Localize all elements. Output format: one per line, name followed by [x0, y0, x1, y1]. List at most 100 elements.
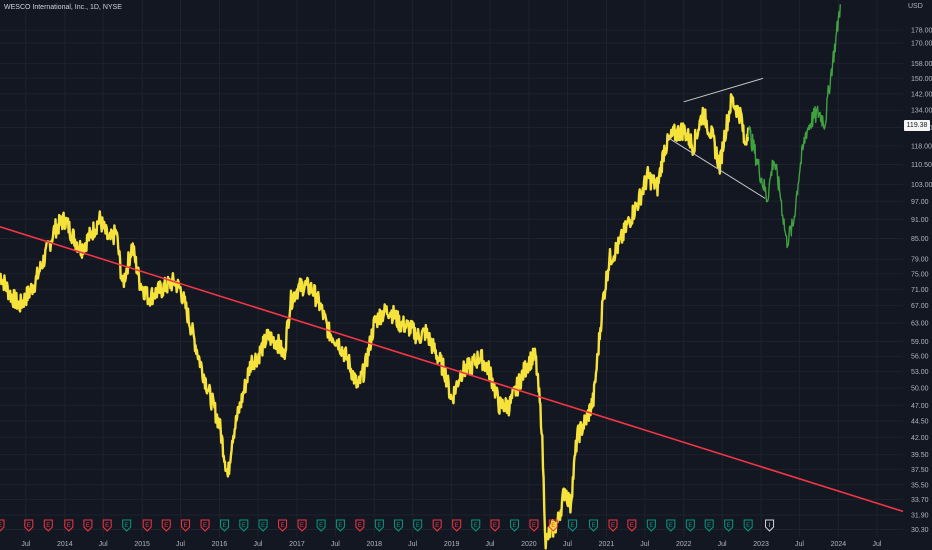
price-tick-label: 63.00	[911, 320, 929, 327]
price-tick-label: 178.00	[911, 28, 932, 35]
price-tick-label: 71.00	[911, 287, 929, 294]
time-tick-label: Jul	[408, 541, 417, 548]
earnings-marker-label: E	[727, 523, 731, 529]
earnings-marker-label: E	[493, 523, 497, 529]
earnings-marker[interactable]	[529, 519, 539, 532]
earnings-marker[interactable]	[627, 519, 637, 532]
earnings-marker[interactable]	[316, 519, 326, 532]
earnings-marker[interactable]	[297, 519, 307, 532]
earnings-marker[interactable]	[335, 519, 345, 532]
earnings-marker[interactable]	[181, 519, 191, 532]
earnings-marker-label: E	[707, 523, 711, 529]
price-tick-label: 50.00	[911, 386, 929, 393]
earnings-marker[interactable]	[724, 519, 734, 532]
time-tick-label: 2018	[367, 541, 383, 548]
symbol-title[interactable]: WESCO International, Inc., 1D, NYSE	[4, 4, 122, 11]
price-tick-label: 85.00	[911, 236, 929, 243]
earnings-marker-label: E	[396, 523, 400, 529]
earnings-marker-label: E	[300, 523, 304, 529]
price-tick-label: 37.50	[911, 467, 929, 474]
earnings-marker[interactable]	[743, 519, 753, 532]
earnings-marker[interactable]	[413, 519, 423, 532]
earnings-marker[interactable]	[83, 519, 93, 532]
currency-label[interactable]: USD	[908, 3, 923, 10]
price-tick-label: 33.70	[911, 497, 929, 504]
earnings-marker[interactable]	[471, 519, 481, 532]
price-tick-label: 170.00	[911, 41, 932, 48]
price-tick-label: 97.00	[911, 199, 929, 206]
time-tick-label: Jul	[640, 541, 649, 548]
price-tick-label: 56.00	[911, 354, 929, 361]
earnings-marker[interactable]	[685, 519, 695, 532]
price-tick-label: 44.50	[911, 419, 929, 426]
earnings-marker-label: E	[242, 523, 246, 529]
time-tick-label: Jul	[795, 541, 804, 548]
earnings-marker-label: E	[46, 523, 50, 529]
downtrend-line[interactable]	[0, 226, 904, 513]
channel-upper-line[interactable]	[683, 77, 764, 103]
time-tick-label: Jul	[331, 541, 340, 548]
channel-lower-line[interactable]	[665, 136, 766, 199]
drawing-annotations[interactable]	[0, 77, 904, 513]
earnings-marker[interactable]	[452, 519, 462, 532]
earnings-marker[interactable]	[278, 519, 288, 532]
time-axis[interactable]: Jul 2014 Jul 2015 Jul 2016 Jul 2017 Jul 2018 Jul 20…	[21, 541, 881, 548]
earnings-marker[interactable]	[102, 519, 112, 532]
earnings-marker[interactable]	[122, 519, 132, 532]
earnings-marker[interactable]	[355, 519, 365, 532]
last-price-tag: 119.38	[904, 120, 930, 131]
earnings-markers[interactable]: EEEEEEEEEEEEEEEEEEEEEEEEEEEEEEEEEEEEEEEI	[0, 519, 775, 532]
earnings-marker-label: E	[532, 523, 536, 529]
price-line-history	[0, 93, 750, 550]
price-tick-label: 158.00	[911, 61, 932, 68]
price-tick-label: 42.00	[911, 435, 929, 442]
earnings-marker-label: E	[455, 523, 459, 529]
earnings-marker[interactable]	[24, 519, 34, 532]
earnings-marker[interactable]	[161, 519, 171, 532]
price-tick-label: 47.00	[911, 403, 929, 410]
earnings-marker[interactable]	[0, 519, 5, 532]
time-tick-label: 2015	[134, 541, 150, 548]
time-tick-label: Jul	[99, 541, 108, 548]
earnings-marker[interactable]	[220, 519, 230, 532]
price-tick-label: 134.00	[911, 108, 932, 115]
price-tick-label: 75.00	[911, 271, 929, 278]
time-tick-label: Jul	[21, 541, 30, 548]
earnings-marker[interactable]	[490, 519, 500, 532]
earnings-marker[interactable]	[200, 519, 210, 532]
earnings-marker-label: E	[551, 523, 555, 529]
time-tick-label: 2014	[57, 541, 73, 548]
earnings-marker[interactable]	[704, 519, 714, 532]
price-tick-label: 67.00	[911, 303, 929, 310]
earnings-marker[interactable]	[765, 519, 775, 532]
time-tick-label: Jul	[872, 541, 881, 548]
earnings-marker[interactable]	[608, 519, 618, 532]
earnings-marker[interactable]	[43, 519, 53, 532]
earnings-marker-label: E	[338, 523, 342, 529]
earnings-marker-label: E	[416, 523, 420, 529]
earnings-marker-label: I	[769, 523, 771, 529]
price-tick-label: 31.90	[911, 512, 929, 519]
earnings-marker[interactable]	[393, 519, 403, 532]
earnings-marker[interactable]	[64, 519, 74, 532]
earnings-marker[interactable]	[548, 519, 558, 532]
earnings-marker[interactable]	[432, 519, 442, 532]
earnings-marker-label: E	[223, 523, 227, 529]
price-tick-label: 39.50	[911, 452, 929, 459]
earnings-marker[interactable]	[374, 519, 384, 532]
time-tick-label: Jul	[563, 541, 572, 548]
earnings-marker[interactable]	[568, 519, 578, 532]
price-tick-label: 142.00	[911, 91, 932, 98]
earnings-marker[interactable]	[510, 519, 520, 532]
earnings-marker-label: E	[571, 523, 575, 529]
price-tick-label: 91.00	[911, 217, 929, 224]
earnings-marker[interactable]	[239, 519, 249, 532]
earnings-marker[interactable]	[142, 519, 152, 532]
earnings-marker[interactable]	[646, 519, 656, 532]
earnings-marker[interactable]	[666, 519, 676, 532]
earnings-marker-label: E	[611, 523, 615, 529]
earnings-marker[interactable]	[258, 519, 268, 532]
earnings-marker-label: E	[358, 523, 362, 529]
earnings-marker[interactable]	[589, 519, 599, 532]
